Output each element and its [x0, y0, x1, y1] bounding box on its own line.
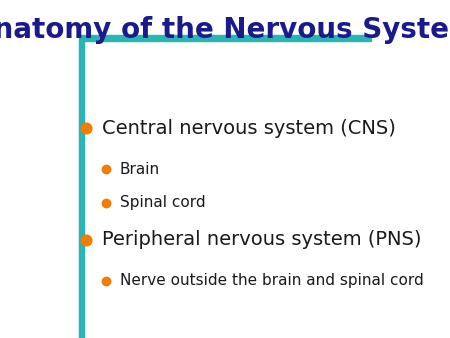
Text: Anatomy of the Nervous System: Anatomy of the Nervous System	[0, 17, 450, 44]
Text: Brain: Brain	[120, 162, 160, 176]
Text: Central nervous system (CNS): Central nervous system (CNS)	[102, 119, 396, 138]
Bar	[79, 35, 371, 41]
Text: Peripheral nervous system (PNS): Peripheral nervous system (PNS)	[102, 231, 422, 249]
Text: Spinal cord: Spinal cord	[120, 195, 205, 210]
Bar	[79, 41, 84, 338]
Text: Nerve outside the brain and spinal cord: Nerve outside the brain and spinal cord	[120, 273, 423, 288]
